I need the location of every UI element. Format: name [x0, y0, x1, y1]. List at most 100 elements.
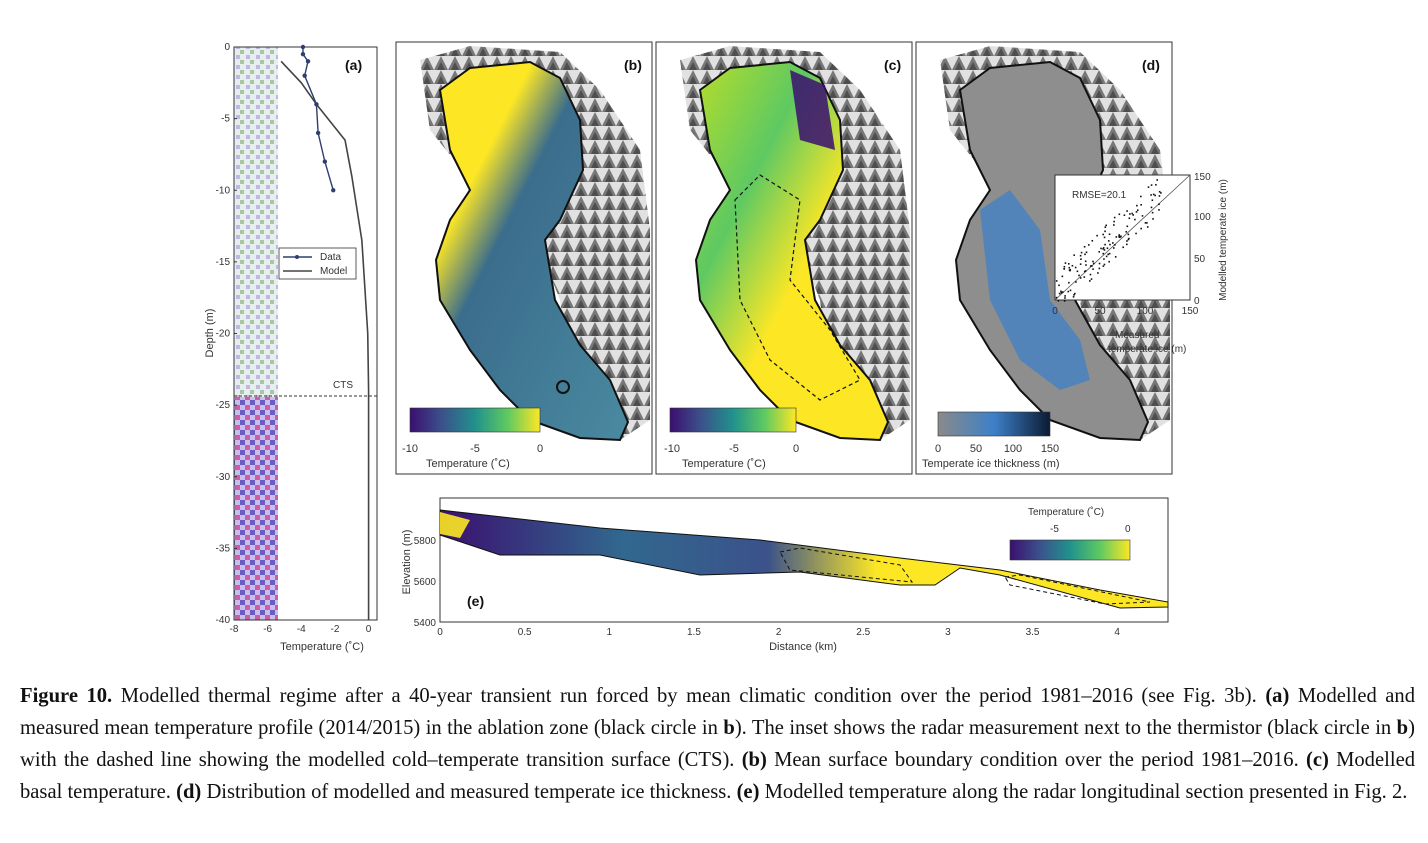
panel-c-colorbar	[669, 407, 797, 433]
data-point	[300, 44, 306, 50]
inset-point	[1085, 251, 1088, 254]
inset-point	[1136, 204, 1138, 207]
panel-e-xtick: 0	[437, 627, 443, 638]
inset-point	[1060, 290, 1062, 293]
caption-a-label: (a)	[1265, 685, 1290, 707]
inset-point	[1091, 265, 1093, 267]
caption-c-label: (c)	[1305, 749, 1329, 771]
inset-point	[1114, 256, 1117, 258]
caption-d-text: Distribution of modelled and measured te…	[206, 781, 732, 803]
inset-point	[1109, 243, 1111, 246]
inset-rmse: RMSE=20.1	[1072, 190, 1127, 201]
inset-point	[1064, 295, 1066, 297]
panel-d: (d) 0 50 100 150 Temperate ice thickness…	[915, 41, 1229, 475]
inset-ytick-2: 100	[1194, 212, 1211, 223]
inset-point	[1067, 263, 1070, 265]
inset-point	[1079, 263, 1082, 265]
inset-xlabel-1: Measured	[1115, 330, 1159, 341]
panel-e-ytick-2: 5800	[414, 536, 437, 547]
panel-e-cb-title: Temperature (˚C)	[1028, 506, 1104, 518]
inset-point	[1061, 275, 1064, 278]
inset-point	[1118, 213, 1121, 216]
inset-point	[1136, 209, 1139, 212]
inset-point	[1141, 215, 1144, 217]
panel-e-label: (e)	[467, 593, 484, 609]
inset-point	[1102, 233, 1104, 236]
cts-label: CTS	[333, 380, 353, 391]
inset-point	[1150, 194, 1152, 196]
inset-point	[1103, 258, 1105, 260]
thermistor-circle	[556, 380, 570, 394]
inset-point	[1123, 214, 1126, 217]
panel-e-xticks: 0 0.5 1 1.5 2 2.5 3 3.5 4	[437, 627, 1120, 638]
inset-point	[1079, 254, 1082, 257]
inset-point	[1132, 214, 1135, 216]
panel-c-cb-tick-1: -5	[729, 443, 739, 455]
inset-xtick-2: 100	[1137, 306, 1154, 317]
inset-point	[1122, 246, 1124, 249]
inset-point	[1071, 264, 1074, 267]
inset-point	[1118, 235, 1120, 238]
section-profile	[439, 509, 1169, 609]
inset-point	[1098, 262, 1101, 265]
panel-e-xtick: 1.5	[687, 627, 701, 638]
caption-b-text: Mean surface boundary condition over the…	[774, 749, 1299, 771]
inset-point	[1098, 267, 1101, 270]
inset-point	[1083, 276, 1086, 278]
panel-b-cb-tick-1: -5	[470, 443, 480, 455]
inset-point	[1115, 236, 1118, 238]
inset-point	[1073, 254, 1076, 256]
inset-point	[1058, 284, 1060, 287]
inset-point	[1097, 272, 1099, 274]
inset-point	[1108, 233, 1111, 236]
inset-point	[1146, 222, 1148, 224]
panel-b-glacier	[434, 60, 630, 442]
panel-a-xticks: -8 -6 -4 -2 0	[230, 624, 372, 635]
inset-point	[1131, 212, 1133, 215]
panel-a-xtick: -8	[230, 624, 239, 635]
inset-point	[1126, 240, 1128, 242]
inset-point	[1079, 277, 1082, 279]
inset-point	[1080, 258, 1082, 260]
inset-point	[1103, 236, 1106, 239]
data-point	[305, 59, 311, 64]
inset-point	[1151, 211, 1154, 214]
inset-point	[1119, 236, 1122, 238]
panel-c-cb-tick-2: 0	[793, 443, 799, 455]
inset-point	[1084, 270, 1087, 272]
panel-a-ylabel: Depth (m)	[204, 309, 216, 358]
model-series-line	[280, 60, 370, 620]
inset-point	[1128, 217, 1131, 220]
figure-caption: Figure 10. Modelled thermal regime after…	[20, 680, 1415, 808]
inset-point	[1096, 234, 1098, 237]
inset-point	[1084, 253, 1086, 256]
panel-e-xtick: 2	[776, 627, 782, 638]
inset-point	[1107, 240, 1110, 242]
inset-point	[1055, 280, 1058, 282]
inset-point	[1152, 193, 1155, 196]
inset-point	[1127, 233, 1130, 236]
panel-d-cb-tick-0: 0	[935, 443, 941, 455]
inset-point	[1076, 270, 1079, 273]
caption-e-text: Modelled temperature along the radar lon…	[764, 781, 1408, 803]
inset-point	[1135, 211, 1138, 213]
inset-point	[1103, 263, 1106, 266]
inset-point	[1108, 252, 1111, 255]
inset-point	[1112, 242, 1114, 244]
panel-a-xtick: -4	[297, 624, 306, 635]
inset-point	[1060, 291, 1063, 294]
panel-a-ytick: -30	[216, 472, 231, 483]
caption-b-label: (b)	[741, 749, 767, 771]
panel-c-cold-zone	[790, 70, 835, 150]
panel-c: (c) -10 -5 0 Temperature (˚C)	[655, 41, 913, 475]
figure-10: CTS (a) 0-5-10-15-20-25-30-35-40 -8 -6 -4-…	[204, 41, 1229, 653]
inset-point	[1150, 206, 1153, 209]
inset-point	[1064, 297, 1066, 299]
caption-e-label: (e)	[736, 781, 760, 803]
inset-point	[1069, 289, 1072, 292]
inset-point	[1063, 300, 1066, 302]
inset-point	[1087, 244, 1090, 246]
panel-e-ylabel: Elevation (m)	[401, 530, 413, 595]
inset-point	[1154, 194, 1156, 197]
inset-point	[1156, 179, 1159, 181]
